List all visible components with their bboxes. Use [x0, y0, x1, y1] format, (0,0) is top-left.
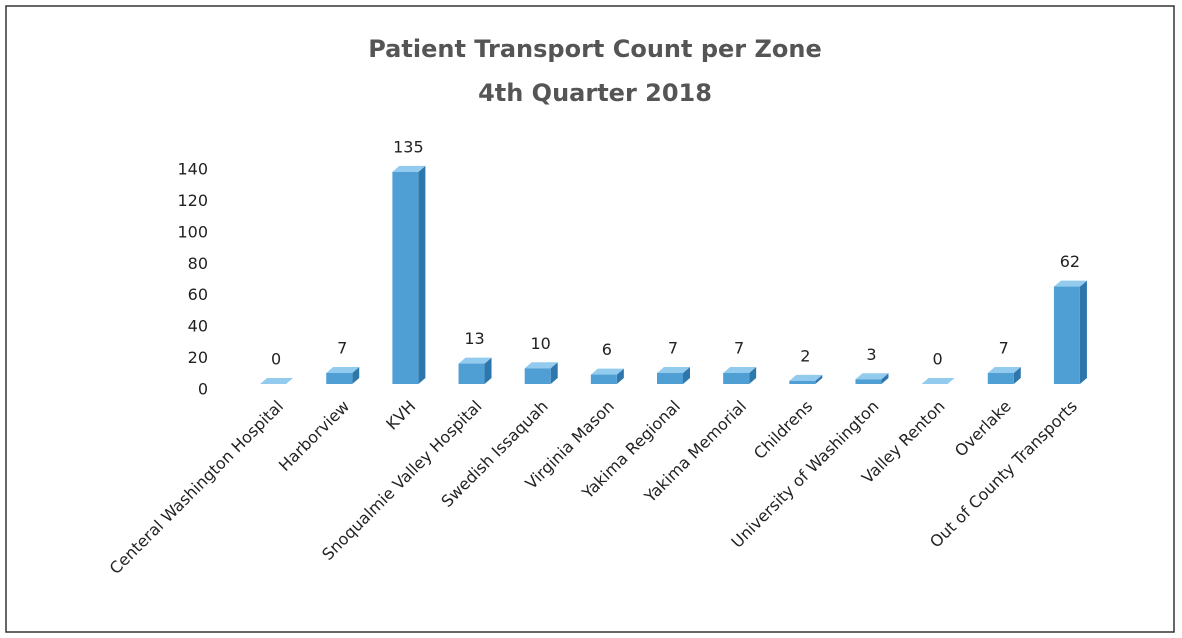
bar-side: [815, 374, 823, 384]
bar-top: [392, 165, 426, 172]
y-tick-label: 80: [188, 254, 208, 273]
bar-top: [458, 357, 492, 364]
bar-top: [921, 378, 955, 384]
bar-top: [590, 368, 624, 375]
bar-top: [789, 374, 823, 381]
bar-side: [881, 373, 889, 384]
value-label: 0: [933, 350, 943, 369]
bar: [657, 373, 683, 384]
bar: [458, 363, 485, 384]
bar: [524, 368, 551, 384]
value-label: 0: [271, 350, 281, 369]
bar-side: [418, 165, 426, 384]
value-label: 13: [464, 329, 484, 348]
value-label: 2: [800, 346, 810, 365]
value-label: 7: [337, 339, 347, 358]
chart-subtitle: 4th Quarter 2018: [478, 79, 712, 107]
bar-top: [723, 367, 757, 373]
bar-side: [749, 367, 757, 384]
value-label: 135: [393, 137, 424, 156]
value-label: 6: [602, 340, 612, 359]
value-label: 62: [1060, 252, 1080, 271]
bar: [590, 374, 617, 384]
bar: [789, 380, 816, 384]
bar-top: [1053, 280, 1087, 287]
bar: [1053, 286, 1080, 384]
y-tick-label: 140: [177, 160, 208, 179]
bar-side: [683, 367, 690, 384]
value-label: 7: [668, 339, 678, 358]
bar-top: [855, 373, 889, 380]
y-tick-label: 120: [177, 191, 208, 210]
bar: [723, 373, 750, 384]
bar-side: [1079, 280, 1087, 384]
value-label: 10: [531, 334, 551, 353]
bar: [392, 171, 419, 384]
bar-top: [987, 367, 1021, 373]
bar-top: [260, 378, 294, 384]
chart-frame: [5, 5, 1175, 633]
bar-top: [326, 367, 360, 373]
bar: [326, 373, 353, 384]
bar-top: [524, 362, 558, 369]
bar-side: [352, 367, 360, 384]
chart-title: Patient Transport Count per Zone: [368, 35, 822, 63]
bar-side: [1013, 367, 1021, 384]
bar-side: [616, 368, 624, 384]
value-label: 3: [866, 345, 876, 364]
y-tick-label: 0: [198, 380, 208, 399]
bar: [987, 373, 1014, 384]
value-label: 7: [999, 339, 1009, 358]
bar-side: [484, 357, 492, 384]
bar: [855, 379, 882, 384]
y-tick-label: 60: [188, 285, 208, 304]
y-tick-label: 20: [188, 348, 208, 367]
y-tick-label: 100: [177, 222, 208, 241]
y-tick-label: 40: [188, 317, 208, 336]
value-label: 7: [734, 339, 744, 358]
bar-side: [550, 362, 558, 384]
bar-top: [657, 367, 690, 373]
